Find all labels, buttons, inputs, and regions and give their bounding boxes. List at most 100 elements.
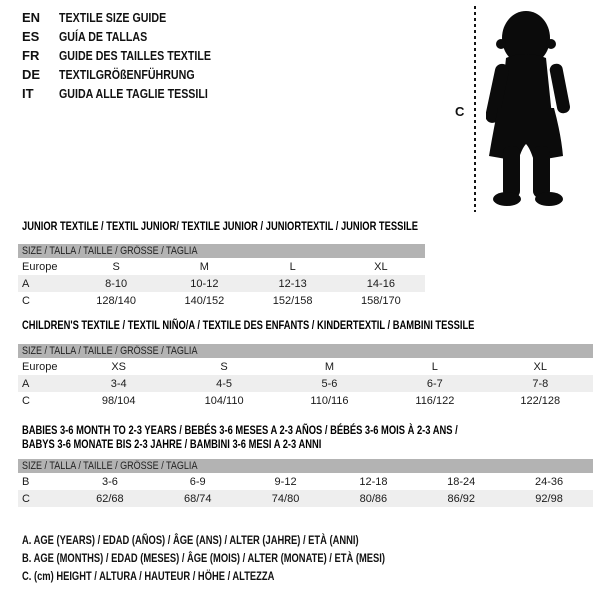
list-item: ES GUÍA DE TALLAS — [22, 27, 244, 46]
size-header-bar: SIZE / TALLA / TAILLE / GRÖSSE / TAGLIA — [18, 344, 593, 358]
size-cell: M — [199, 260, 209, 273]
size-cell: XL — [374, 260, 388, 273]
row-label: C — [22, 492, 30, 505]
section-title-text: CHILDREN'S TEXTILE / TEXTIL NIÑO/A / TEX… — [22, 318, 475, 332]
size-cell: 62/68 — [96, 492, 124, 505]
footnote-b: B. AGE (MONTHS) / EDAD (MESES) / ÂGE (MO… — [22, 551, 487, 569]
footnotes: A. AGE (YEARS) / EDAD (AÑOS) / ÂGE (ANS)… — [22, 533, 487, 587]
footnote-text: C. (cm) HEIGHT / ALTURA / HAUTEUR / HÖHE… — [22, 569, 275, 583]
size-header-bar: SIZE / TALLA / TAILLE / GRÖSSE / TAGLIA — [18, 459, 593, 473]
table-row: Europe S M L XL — [18, 258, 425, 275]
size-cell: 104/110 — [204, 394, 244, 407]
row-label: A — [22, 377, 30, 390]
section-title: JUNIOR TEXTILE / TEXTIL JUNIOR/ TEXTILE … — [22, 219, 425, 233]
table-row: B 3-6 6-9 9-12 12-18 18-24 24-36 — [18, 473, 593, 490]
size-cell: 158/170 — [360, 294, 401, 307]
size-cell: 18-24 — [447, 475, 476, 488]
footnote-a: A. AGE (YEARS) / EDAD (AÑOS) / ÂGE (ANS)… — [22, 533, 487, 551]
language-label: GUIDA ALLE TAGLIE TESSILI — [59, 86, 208, 101]
section-title: BABIES 3-6 MONTH TO 2-3 YEARS / BEBÉS 3-… — [22, 423, 593, 451]
language-code: EN — [22, 10, 41, 25]
language-code: IT — [22, 86, 34, 101]
size-cell: 110/116 — [310, 394, 349, 407]
children-size-table: SIZE / TALLA / TAILLE / GRÖSSE / TAGLIA … — [18, 344, 593, 409]
size-cell: S — [112, 260, 120, 273]
row-label: Europe — [22, 360, 58, 373]
size-cell: L — [289, 260, 296, 273]
size-cell: 7-8 — [532, 377, 549, 390]
size-cell: 9-12 — [274, 475, 297, 488]
footnote-text: B. AGE (MONTHS) / EDAD (MESES) / ÂGE (MO… — [22, 551, 385, 565]
size-cell: 86/92 — [447, 492, 475, 505]
table-row: A 3-4 4-5 5-6 6-7 7-8 — [18, 375, 593, 392]
row-label: C — [22, 394, 30, 407]
list-item: DE TEXTILGRÖßENFÜHRUNG — [22, 65, 244, 84]
size-cell: 3-6 — [101, 475, 118, 488]
size-cell: L — [431, 360, 438, 373]
footnote-c: C. (cm) HEIGHT / ALTURA / HAUTEUR / HÖHE… — [22, 569, 487, 587]
table-row: C 128/140 140/152 152/158 158/170 — [18, 292, 425, 309]
size-cell: 14-16 — [366, 277, 395, 290]
list-item: FR GUIDE DES TAILLES TEXTILE — [22, 46, 244, 65]
junior-textile-section: JUNIOR TEXTILE / TEXTIL JUNIOR/ TEXTILE … — [18, 219, 425, 309]
language-code: ES — [22, 29, 40, 44]
size-cell: 122/128 — [520, 394, 561, 407]
language-label: GUÍA DE TALLAS — [59, 29, 148, 44]
size-cell: 140/152 — [184, 294, 225, 307]
junior-size-table: SIZE / TALLA / TAILLE / GRÖSSE / TAGLIA … — [18, 244, 425, 309]
size-cell: XL — [533, 360, 548, 373]
size-cell: 5-6 — [321, 377, 338, 390]
table-row: C 62/68 68/74 74/80 80/86 86/92 92/98 — [18, 490, 593, 507]
size-cell: M — [324, 360, 335, 373]
size-cell: 12-13 — [278, 277, 307, 290]
list-item: IT GUIDA ALLE TAGLIE TESSILI — [22, 84, 244, 103]
size-header-text: SIZE / TALLA / TAILLE / GRÖSSE / TAGLIA — [22, 245, 198, 257]
size-cell: 68/74 — [183, 492, 212, 505]
row-label: A — [22, 277, 30, 290]
height-marker-label: C — [455, 104, 465, 119]
size-header-row: SIZE / TALLA / TAILLE / GRÖSSE / TAGLIA — [18, 344, 593, 358]
size-cell: 116/122 — [415, 394, 455, 407]
table-row: A 8-10 10-12 12-13 14-16 — [18, 275, 425, 292]
language-label: TEXTILGRÖßENFÜHRUNG — [59, 67, 195, 82]
size-cell: XS — [111, 360, 127, 373]
height-measure-dashed-line — [474, 6, 476, 212]
size-header-bar: SIZE / TALLA / TAILLE / GRÖSSE / TAGLIA — [18, 244, 425, 258]
size-cell: 4-5 — [216, 377, 233, 390]
size-cell: 128/140 — [96, 294, 136, 307]
row-label: B — [22, 475, 30, 488]
size-cell: 8-10 — [105, 277, 128, 290]
baby-silhouette-image — [486, 11, 570, 206]
size-cell: 98/104 — [101, 394, 136, 407]
size-cell: S — [220, 360, 228, 373]
section-title-text: JUNIOR TEXTILE / TEXTIL JUNIOR/ TEXTILE … — [22, 219, 418, 233]
size-cell: 80/86 — [359, 492, 388, 505]
size-cell: 6-9 — [189, 475, 206, 488]
language-label: TEXTILE SIZE GUIDE — [59, 10, 167, 25]
section-title-text: BABIES 3-6 MONTH TO 2-3 YEARS / BEBÉS 3-… — [22, 423, 458, 437]
size-header-row: SIZE / TALLA / TAILLE / GRÖSSE / TAGLIA — [18, 459, 593, 473]
section-title-text: BABYS 3-6 MONATE BIS 2-3 JAHRE / BAMBINI… — [22, 437, 322, 451]
list-item: EN TEXTILE SIZE GUIDE — [22, 8, 244, 27]
language-label: GUIDE DES TAILLES TEXTILE — [59, 48, 212, 63]
size-cell: 10-12 — [190, 277, 219, 290]
size-header-text: SIZE / TALLA / TAILLE / GRÖSSE / TAGLIA — [22, 345, 198, 357]
size-header-row: SIZE / TALLA / TAILLE / GRÖSSE / TAGLIA — [18, 244, 425, 258]
row-label: Europe — [22, 260, 58, 273]
size-cell: 92/98 — [535, 492, 563, 505]
language-code: FR — [22, 48, 40, 63]
section-title: CHILDREN'S TEXTILE / TEXTIL NIÑO/A / TEX… — [22, 318, 593, 332]
size-cell: 6-7 — [426, 377, 443, 390]
size-cell: 24-36 — [535, 475, 564, 488]
size-cell: 152/158 — [272, 294, 313, 307]
size-cell: 12-18 — [359, 475, 388, 488]
row-label: C — [22, 294, 30, 307]
table-row: C 98/104 104/110 110/116 116/122 122/128 — [18, 392, 593, 409]
size-cell: 74/80 — [271, 492, 300, 505]
language-list: EN TEXTILE SIZE GUIDE ES GUÍA DE TALLAS … — [22, 8, 244, 103]
babies-textile-section: BABIES 3-6 MONTH TO 2-3 YEARS / BEBÉS 3-… — [18, 423, 593, 507]
table-row: Europe XS S M L XL — [18, 358, 593, 375]
language-code: DE — [22, 67, 41, 82]
babies-size-table: SIZE / TALLA / TAILLE / GRÖSSE / TAGLIA … — [18, 459, 593, 507]
